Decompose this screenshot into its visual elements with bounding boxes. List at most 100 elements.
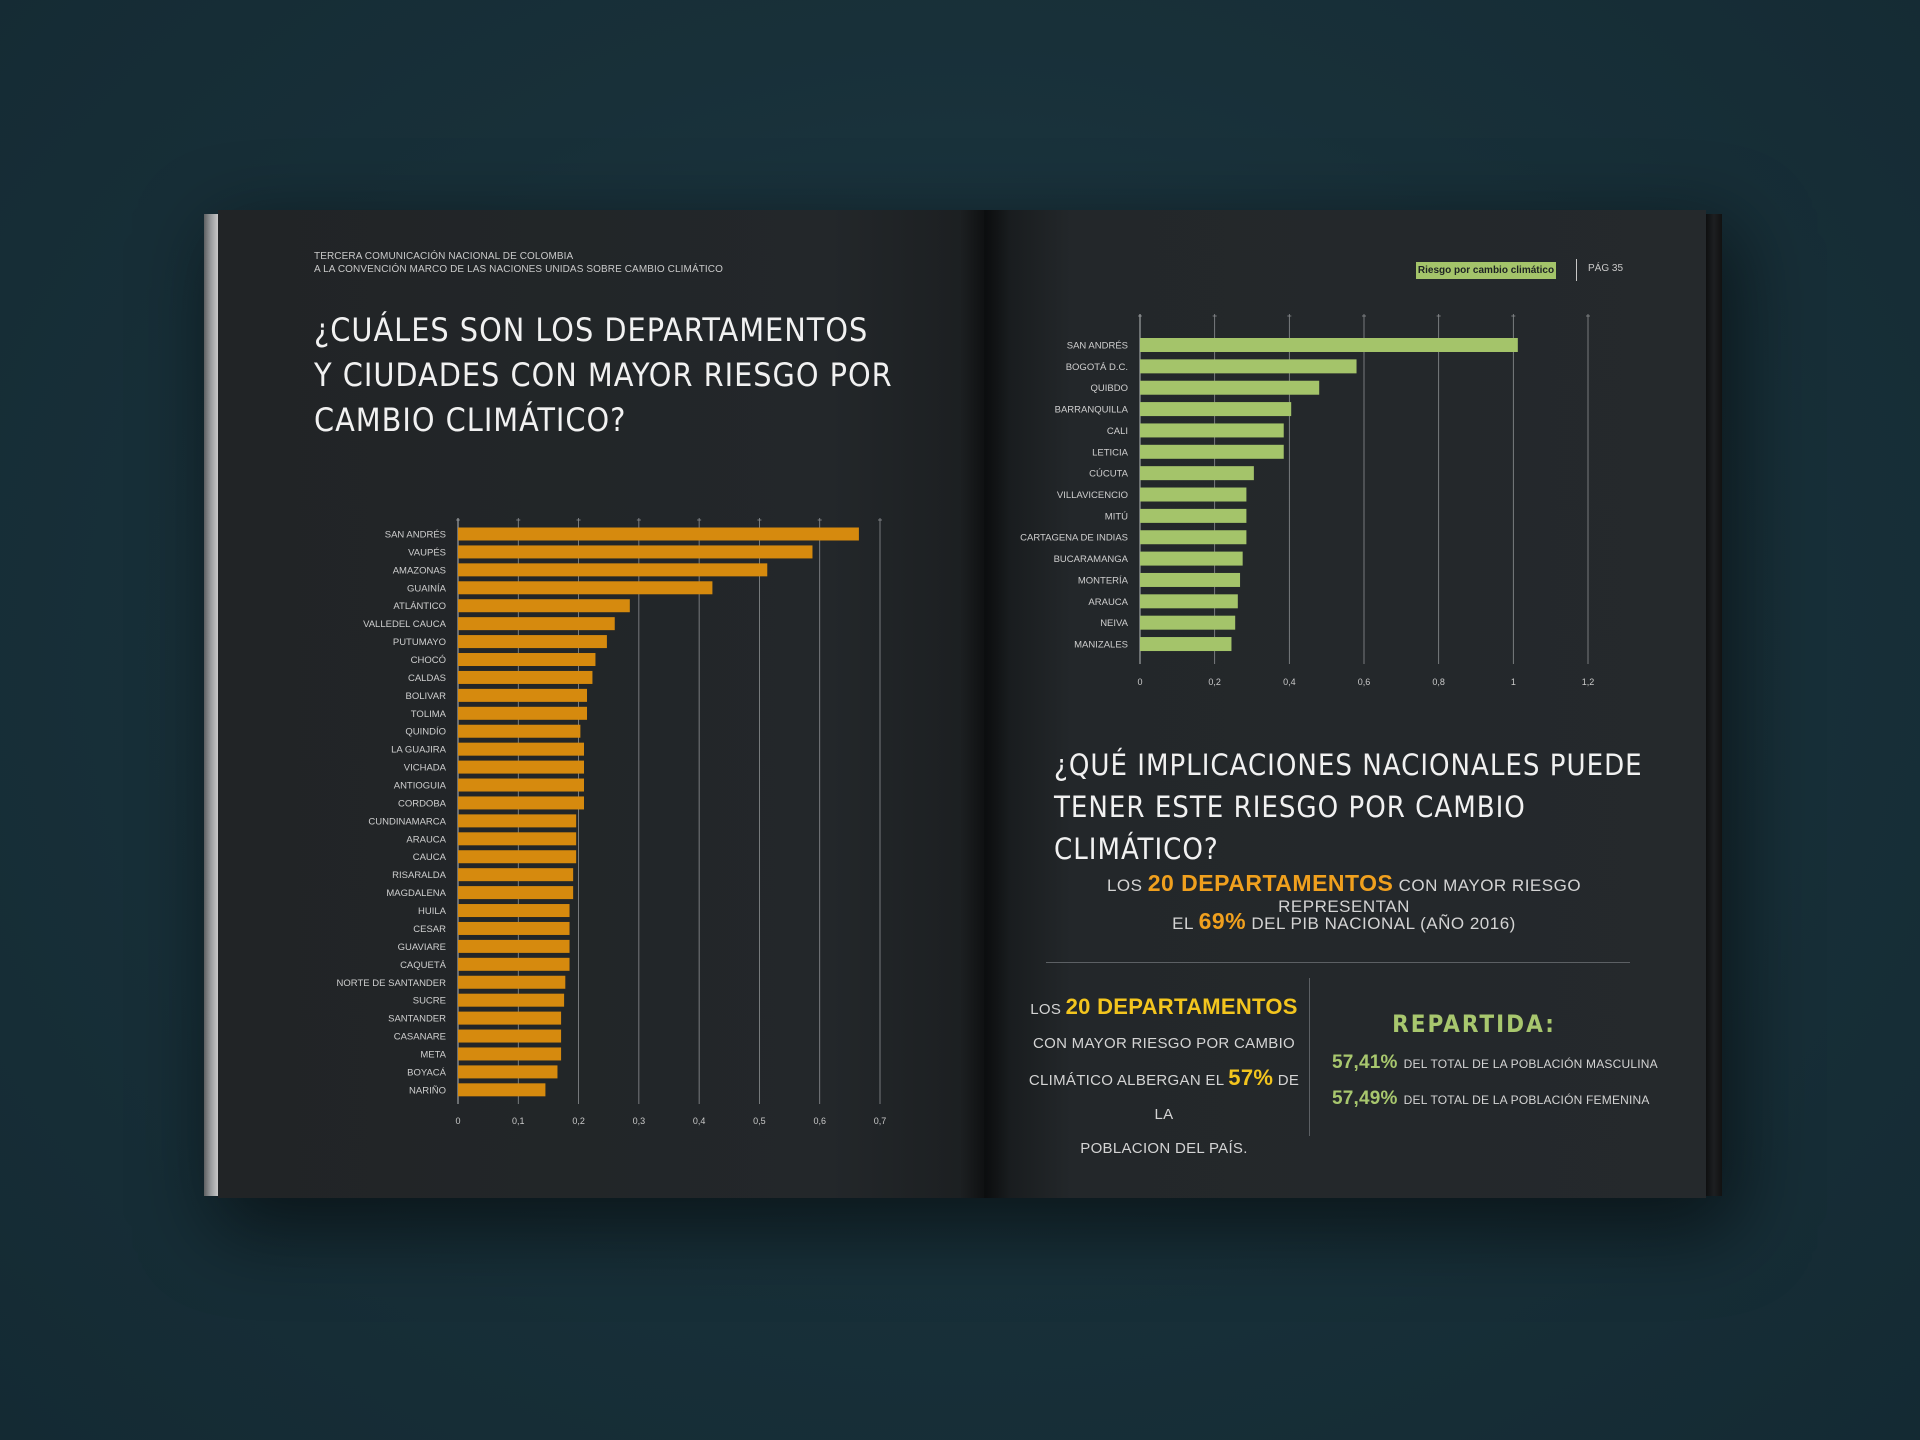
title-right-line-2: TENER ESTE RIESGO POR CAMBIO CLIMÁTICO? [1054, 790, 1526, 866]
dept-bar [458, 760, 584, 774]
male-pct: 57,41% [1332, 1052, 1398, 1073]
city-tick-label: 0,2 [1208, 677, 1221, 687]
city-bar [1140, 487, 1247, 502]
dept-bar [458, 868, 574, 882]
book-edge-right [1706, 214, 1722, 1196]
dept-category-label: CUNDINAMARCA [368, 816, 446, 827]
dept-bar [458, 545, 813, 559]
dept-category-label: CORDOBA [398, 798, 447, 809]
dept-bar [458, 1083, 546, 1097]
city-bar [1140, 594, 1238, 609]
stat1-pre: LOS [1106, 876, 1148, 895]
dept-category-label: CALDAS [408, 673, 446, 684]
dept-category-label: NARIÑO [409, 1085, 446, 1096]
cities-risk-chart: 0 0,2 0,4 0,6 0,8 1 1,2 SAN ANDRÉS BOGOTÁ D.C. QU… [1020, 314, 1595, 687]
dept-bar [458, 957, 570, 971]
city-category-label: NEIVA [1100, 618, 1128, 629]
dept-category-label: SUCRE [413, 996, 446, 1007]
stat1-post: CON MAYOR RIESGO REPRESENTAN [1278, 876, 1582, 916]
dept-category-label: PUTUMAYO [393, 637, 446, 648]
block-highlight-2: 57% [1228, 1065, 1274, 1090]
dept-category-label: VAUPÉS [408, 547, 446, 558]
dept-category-label: VALLEDEL CAUCA [363, 619, 447, 630]
divider-vertical [1309, 978, 1310, 1136]
dept-bar [458, 563, 768, 577]
city-bar [1140, 637, 1232, 652]
dept-category-label: GUAINÍA [407, 583, 447, 594]
title-left-line-2: Y CIUDADES CON MAYOR RIESGO POR [314, 356, 893, 394]
dept-category-label: GUAVIARE [398, 942, 446, 953]
dept-category-label: SANTANDER [388, 1014, 446, 1025]
dept-bar [458, 742, 584, 756]
dept-bar [458, 1029, 562, 1043]
title-right-line-1: ¿QUÉ IMPLICACIONES NACIONALES PUEDE [1054, 748, 1643, 782]
city-category-label: MANIZALES [1074, 640, 1128, 651]
city-bar [1140, 402, 1292, 417]
dept-category-label: SAN ANDRÉS [385, 530, 446, 541]
dept-bar [458, 581, 713, 595]
city-tick-label: 0,4 [1283, 677, 1296, 687]
dept-bar [458, 1047, 562, 1061]
dept-bar [458, 886, 574, 900]
city-category-label: ARAUCA [1088, 597, 1128, 608]
dept-tick-label: 0 [455, 1116, 460, 1126]
dept-bar [458, 670, 593, 684]
dept-bar [458, 599, 630, 613]
dept-bar [458, 993, 565, 1007]
city-category-label: BOGOTÁ D.C. [1066, 362, 1128, 373]
city-bar [1140, 444, 1284, 459]
dept-category-label: BOLIVAR [406, 691, 447, 702]
city-bar [1140, 572, 1241, 587]
city-category-label: VILLAVICENCIO [1057, 490, 1128, 501]
female-pct: 57,49% [1332, 1088, 1398, 1109]
stat2-post: DEL PIB NACIONAL (AÑO 2016) [1246, 914, 1516, 933]
dept-category-label: CASANARE [394, 1032, 446, 1043]
dept-category-label: QUINDÍO [405, 727, 446, 738]
city-category-label: SAN ANDRÉS [1067, 341, 1128, 352]
dept-category-label: CAQUETÁ [400, 960, 447, 971]
city-category-label: BARRANQUILLA [1055, 405, 1129, 416]
page-number: PÁG 35 [1588, 263, 1624, 274]
header-line-2: A LA CONVENCIÓN MARCO DE LAS NACIONES UN… [314, 264, 723, 275]
city-tick-label: 1,2 [1582, 677, 1595, 687]
repartida-heading: REPARTIDA: [1392, 1010, 1556, 1038]
dept-category-label: MAGDALENA [386, 888, 446, 899]
city-bar [1140, 380, 1320, 395]
dept-tick-label: 0,7 [874, 1116, 887, 1126]
city-bar [1140, 508, 1247, 523]
city-bar [1140, 423, 1284, 438]
city-bar [1140, 338, 1518, 352]
city-bar [1140, 359, 1357, 374]
dept-category-label: BOYACÁ [407, 1067, 447, 1078]
dept-bar [458, 832, 577, 846]
male-text: DEL TOTAL DE LA POBLACIÓN MASCULINA [1403, 1057, 1658, 1071]
dept-bar [458, 939, 570, 953]
page-title-left: ¿CUÁLES SON LOS DEPARTAMENTOS Y CIUDADES… [314, 308, 914, 443]
dept-category-label: CESAR [413, 924, 446, 935]
dept-category-label: ARAUCA [406, 834, 446, 845]
dept-bar [458, 635, 607, 649]
city-tick-label: 0,8 [1432, 677, 1445, 687]
tag-separator [1576, 259, 1577, 281]
header-line-1: TERCERA COMUNICACIÓN NACIONAL DE COLOMBI… [314, 251, 574, 262]
city-tick-label: 0,6 [1358, 677, 1371, 687]
title-left-line-3: CAMBIO CLIMÁTICO? [314, 401, 627, 439]
dept-bar [458, 796, 584, 810]
dept-bar [458, 688, 588, 702]
repartida-male-row: 57,41% DEL TOTAL DE LA POBLACIÓN MASCULIN… [1332, 1052, 1658, 1074]
repartida-female-row: 57,49% DEL TOTAL DE LA POBLACIÓN FEMENINA [1332, 1088, 1650, 1110]
title-left-line-1: ¿CUÁLES SON LOS DEPARTAMENTOS [314, 311, 869, 349]
city-bar [1140, 615, 1236, 630]
dept-bar [458, 975, 566, 989]
dept-tick-label: 0,6 [813, 1116, 826, 1126]
city-bar [1140, 466, 1254, 481]
book-edge-left [204, 214, 218, 1196]
dept-category-label: ANTIOGUIA [394, 781, 447, 792]
dept-category-label: CHOCÓ [411, 655, 446, 666]
dept-tick-label: 0,4 [693, 1116, 706, 1126]
dept-bar [458, 724, 581, 738]
dept-tick-label: 0,3 [633, 1116, 646, 1126]
city-bar [1140, 530, 1247, 545]
city-category-label: CARTAGENA DE INDIAS [1020, 533, 1128, 544]
running-header: TERCERA COMUNICACIÓN NACIONAL DE COLOMBI… [314, 250, 723, 276]
